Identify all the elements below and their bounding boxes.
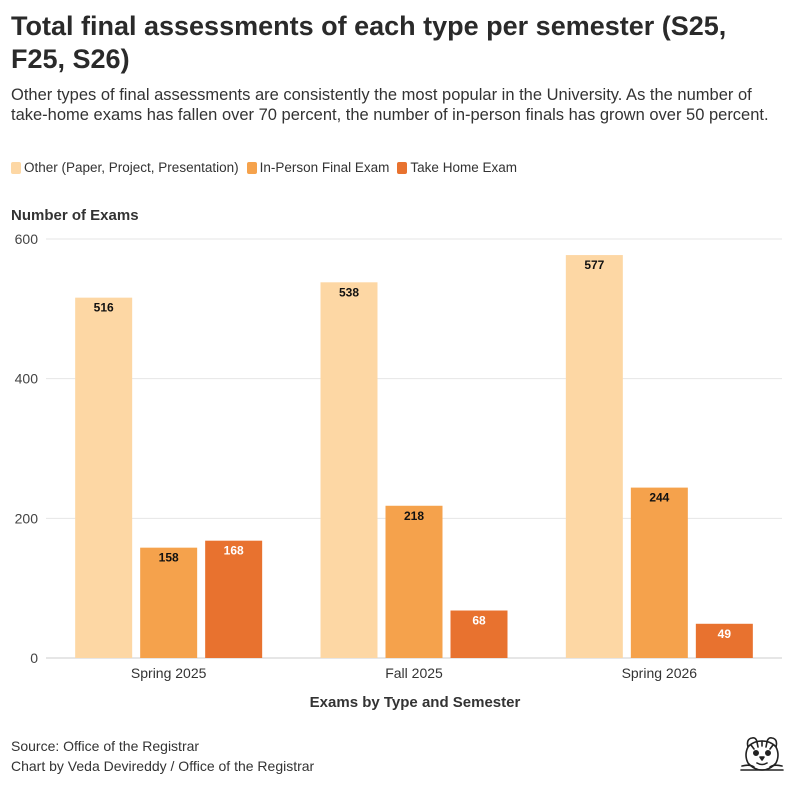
mascot-logo-icon: [740, 737, 784, 771]
x-axis-ticks: Spring 2025 Fall 2025 Spring 2026: [131, 665, 697, 681]
legend-label-take-home: Take Home Exam: [410, 160, 517, 175]
data-label-in_person-0: 158: [159, 551, 179, 565]
data-label-in_person-2: 244: [649, 491, 669, 505]
data-label-take_home-2: 49: [718, 627, 732, 641]
data-label-in_person-1: 218: [404, 509, 424, 523]
y-tick-label: 400: [15, 371, 39, 387]
y-tick-label: 0: [30, 650, 38, 666]
bar-in_person-1[interactable]: [385, 505, 443, 658]
y-axis-title: Number of Exams: [11, 207, 139, 224]
x-tick-label: Spring 2025: [131, 665, 207, 681]
legend-item-take-home[interactable]: Take Home Exam: [397, 160, 517, 175]
legend-label-other: Other (Paper, Project, Presentation): [24, 160, 239, 175]
legend-swatch-in-person: [246, 161, 257, 174]
y-axis-ticks: 0 200 400 600: [15, 231, 39, 666]
bar-take_home-2[interactable]: [695, 623, 753, 658]
footer: Source: Office of the Registrar Chart by…: [11, 737, 314, 776]
bar-other-1[interactable]: [320, 282, 378, 658]
bar-take_home-0[interactable]: [205, 540, 263, 658]
source-note: Source: Office of the Registrar: [11, 738, 200, 754]
bar-other-0[interactable]: [75, 297, 133, 658]
y-tick-label: 600: [15, 231, 39, 247]
legend-label-in-person: In-Person Final Exam: [259, 160, 390, 175]
x-tick-label: Fall 2025: [385, 665, 443, 681]
bar-in_person-0[interactable]: [140, 547, 198, 658]
y-tick-label: 200: [15, 510, 39, 526]
credit-note: Chart by Veda Devireddy / Office of the …: [11, 757, 315, 774]
data-label-other-0: 516: [94, 301, 114, 315]
legend-item-other[interactable]: Other (Paper, Project, Presentation): [11, 160, 239, 175]
chart-subtitle: Other types of final assessments are con…: [11, 86, 769, 124]
x-tick-label: Spring 2026: [622, 665, 698, 681]
legend-swatch-take-home: [397, 161, 408, 174]
data-label-take_home-1: 68: [472, 614, 486, 628]
x-axis-title: Exams by Type and Semester: [310, 694, 521, 711]
data-label-take_home-0: 168: [224, 544, 244, 558]
bar-other-2[interactable]: [565, 255, 623, 658]
legend-item-in-person[interactable]: In-Person Final Exam: [246, 160, 390, 175]
legend-swatch-other: [11, 161, 21, 174]
bars: 516 158 168 538 218 68 577 244 49: [75, 255, 753, 658]
data-label-other-2: 577: [584, 258, 604, 272]
data-label-other-1: 538: [339, 285, 359, 299]
bar-in_person-2[interactable]: [630, 487, 688, 658]
bar-take_home-1[interactable]: [450, 610, 508, 658]
chart-title: Total final assessments of each type per…: [11, 11, 727, 74]
bar-chart: Number of Exams 0 200 400 600 516 158 168 538 2…: [11, 207, 782, 711]
legend: Other (Paper, Project, Presentation) In-…: [11, 160, 517, 175]
